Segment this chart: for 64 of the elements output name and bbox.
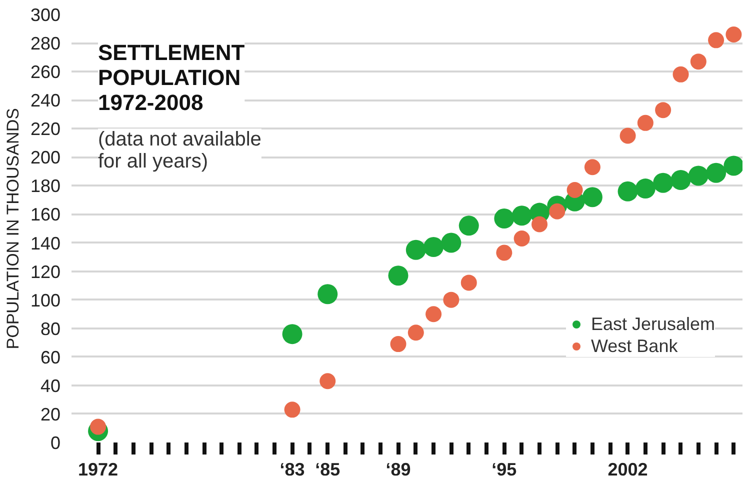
x-tick-label: ‘89 [386,460,411,480]
point [706,162,726,183]
y-tick-label: 180 [30,176,61,196]
y-tick-label: 20 [40,404,61,424]
point [584,159,600,176]
x-tick-label: ‘83 [280,460,305,480]
y-tick-label: 200 [30,148,61,168]
point [653,172,674,193]
point [318,284,338,304]
point [458,216,479,236]
x-tick-label: ‘95 [492,460,517,480]
y-tick-label: 80 [40,318,61,339]
y-tick-label: 100 [30,290,61,310]
point [512,206,532,226]
point [670,170,691,190]
y-tick-label: 140 [30,233,61,254]
point [441,232,462,253]
y-tick-label: 300 [30,5,61,25]
point [618,181,638,202]
point [690,54,706,70]
point [549,203,566,220]
y-tick-label: 280 [30,34,61,54]
x-tick-label: 1972 [78,460,118,480]
point [637,114,654,131]
text: SETTLEMENT POPULATION 1972-2008 [98,40,246,116]
y-tick-label: 220 [30,119,61,140]
point [408,324,424,341]
point [688,166,708,186]
point [443,292,460,308]
point [620,128,636,144]
point [724,156,742,176]
point [708,32,724,48]
point [672,66,689,82]
y-axis-title: POPULATION IN THOUSANDS [3,108,22,350]
y-tick-label: 160 [30,204,61,225]
point [390,336,406,352]
y-tick-label: 120 [30,262,61,282]
point [655,102,672,118]
point [726,26,742,42]
point [426,306,442,322]
legend-label: East Jerusalem [591,314,716,334]
point [282,324,302,344]
x-tick-label: 2002 [608,460,648,480]
point [566,182,583,198]
y-tick-label: 0 [50,433,61,453]
point [320,373,336,390]
text: (data not available for all years) [98,128,262,173]
point [460,274,477,291]
point [494,208,514,228]
point [582,187,602,208]
x-tick-label: ‘85 [315,460,340,480]
y-tick-label: 60 [40,347,61,368]
y-tick-label: 40 [40,376,61,396]
point [532,216,548,232]
point [635,178,656,199]
y-tick-label: 260 [30,62,61,82]
y-tick-label: 240 [30,90,61,111]
point [388,266,408,286]
legend-label: West Bank [591,336,678,356]
point [406,240,426,260]
point [496,244,512,261]
point [514,230,530,246]
point [424,237,444,258]
point [284,402,300,418]
